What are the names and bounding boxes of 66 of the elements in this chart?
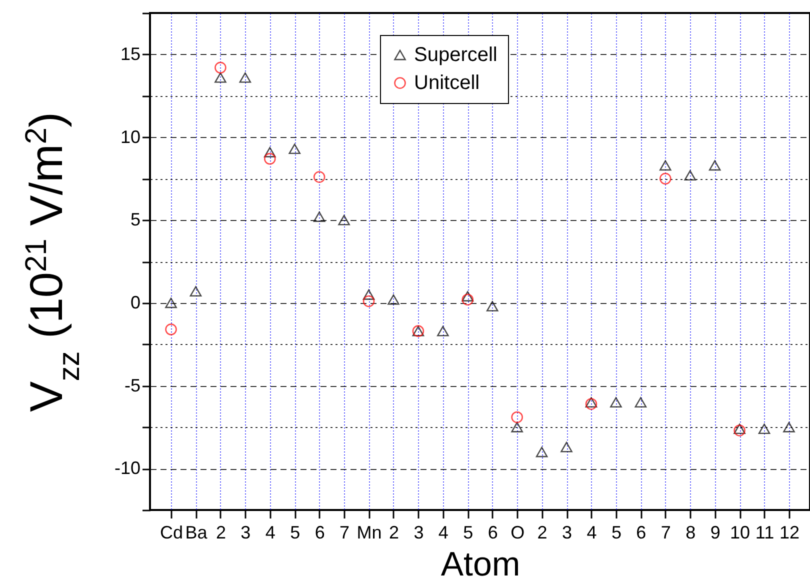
x-tick-label: 12 [779, 522, 800, 542]
point [239, 72, 252, 83]
point [165, 298, 177, 308]
point [660, 172, 672, 185]
point [362, 295, 375, 308]
x-tick-label: 6 [314, 522, 325, 542]
point [660, 160, 672, 171]
x-tick-label: Mn [356, 522, 382, 542]
point [511, 411, 523, 424]
x-tick-label: 5 [463, 522, 474, 542]
point [313, 171, 326, 183]
point [165, 324, 177, 336]
x-tick-label: 6 [488, 522, 498, 542]
y-tick-label: 15 [120, 44, 140, 64]
x-tick-label: 6 [636, 522, 646, 542]
point [462, 294, 474, 306]
point [486, 301, 498, 312]
point [758, 424, 770, 434]
point [214, 62, 226, 74]
y-tick-label: 10 [120, 126, 140, 147]
y-tick-label: 0 [130, 292, 140, 312]
point [560, 442, 572, 452]
point [462, 291, 474, 302]
y-tick-label: -10 [114, 458, 140, 478]
legend-label: Unitcell [414, 72, 480, 94]
x-tick-label: 3 [562, 522, 572, 542]
x-tick-label: 5 [290, 522, 300, 542]
x-tick-label: 3 [240, 522, 251, 542]
x-tick-label: 2 [216, 522, 226, 542]
y-tick-label: -5 [124, 375, 140, 396]
x-tick-label: Ba [185, 522, 208, 542]
point [634, 397, 647, 408]
point [388, 294, 400, 305]
x-tick-label: O [510, 522, 525, 542]
point [313, 212, 326, 222]
x-tick-label: 7 [340, 522, 350, 542]
x-axis-title: Atom [440, 546, 520, 584]
x-tick-label: 11 [755, 522, 774, 542]
x-tick-label: 2 [388, 522, 399, 542]
x-tick-label: 10 [730, 522, 750, 542]
x-tick-label: 9 [710, 522, 720, 542]
point [264, 146, 276, 158]
point [338, 214, 350, 226]
x-tick-label: 7 [660, 522, 671, 542]
point [362, 289, 375, 300]
point [264, 152, 276, 165]
y-tick-label: 5 [130, 210, 140, 230]
x-tick-label: 5 [611, 522, 622, 542]
x-tick-label: 8 [686, 522, 696, 542]
point [511, 422, 523, 432]
point [437, 326, 449, 336]
x-tick-label: 3 [414, 522, 424, 542]
point [190, 286, 202, 297]
x-tick-label: 4 [265, 522, 276, 542]
x-tick-label: 4 [438, 522, 448, 542]
x-tick-label: 4 [586, 522, 597, 542]
x-tick-label: Cd [160, 522, 184, 542]
point [536, 446, 548, 458]
point [708, 160, 721, 171]
point [610, 397, 622, 408]
legend-label: Supercell [414, 44, 498, 66]
x-tick-label: 2 [537, 522, 548, 542]
point [288, 144, 300, 154]
point [684, 170, 696, 181]
point [214, 72, 226, 83]
point [783, 422, 795, 432]
